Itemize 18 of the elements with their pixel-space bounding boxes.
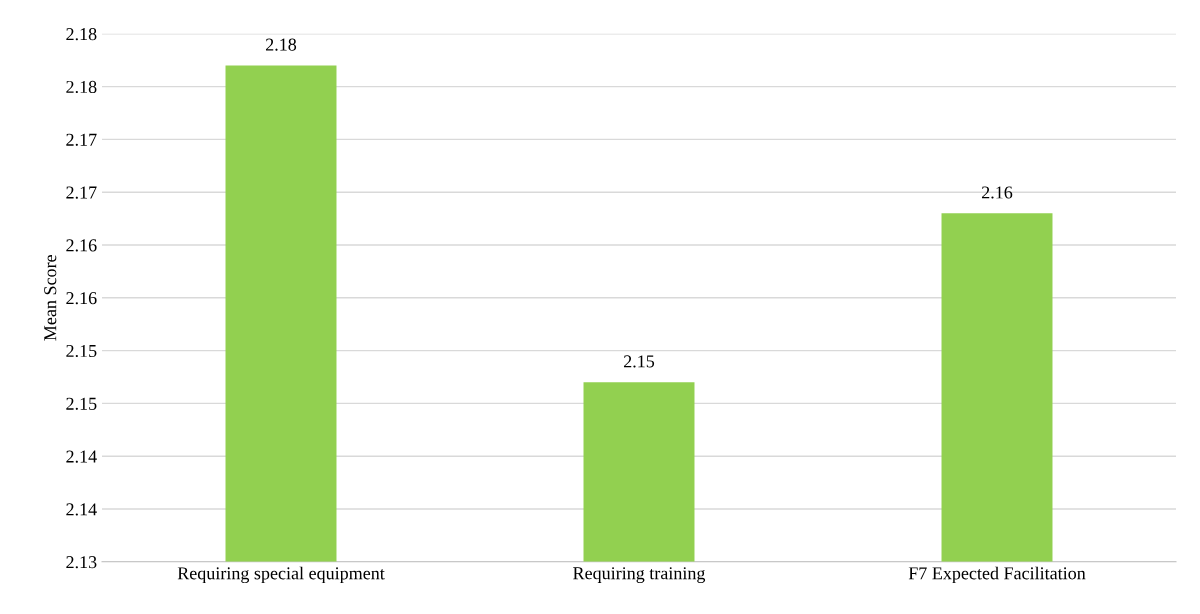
y-tick-label: 2.15 bbox=[66, 397, 97, 410]
y-tick-label: 2.16 bbox=[66, 239, 97, 252]
y-axis-title: Mean Score bbox=[44, 255, 57, 341]
y-tick-label: 2.14 bbox=[66, 503, 97, 516]
y-tick-label: 2.17 bbox=[66, 186, 97, 199]
data-label: 2.15 bbox=[623, 355, 655, 368]
x-tick-label: Requiring special equipment bbox=[177, 566, 385, 584]
data-label: 2.18 bbox=[265, 38, 297, 51]
y-tick-label: 2.16 bbox=[66, 292, 97, 305]
y-tick-label: 2.17 bbox=[66, 133, 97, 146]
y-tick-label: 2.15 bbox=[66, 344, 97, 358]
y-tick-label: 2.13 bbox=[66, 556, 97, 569]
x-tick-label: Requiring training bbox=[573, 567, 706, 584]
y-tick-label: 2.14 bbox=[66, 450, 97, 463]
x-tick-label: F7 Expected Facilitation bbox=[908, 566, 1086, 584]
y-tick-label: 2.18 bbox=[66, 28, 97, 41]
y-tick-label: 2.18 bbox=[66, 80, 97, 94]
data-label: 2.16 bbox=[981, 186, 1013, 199]
